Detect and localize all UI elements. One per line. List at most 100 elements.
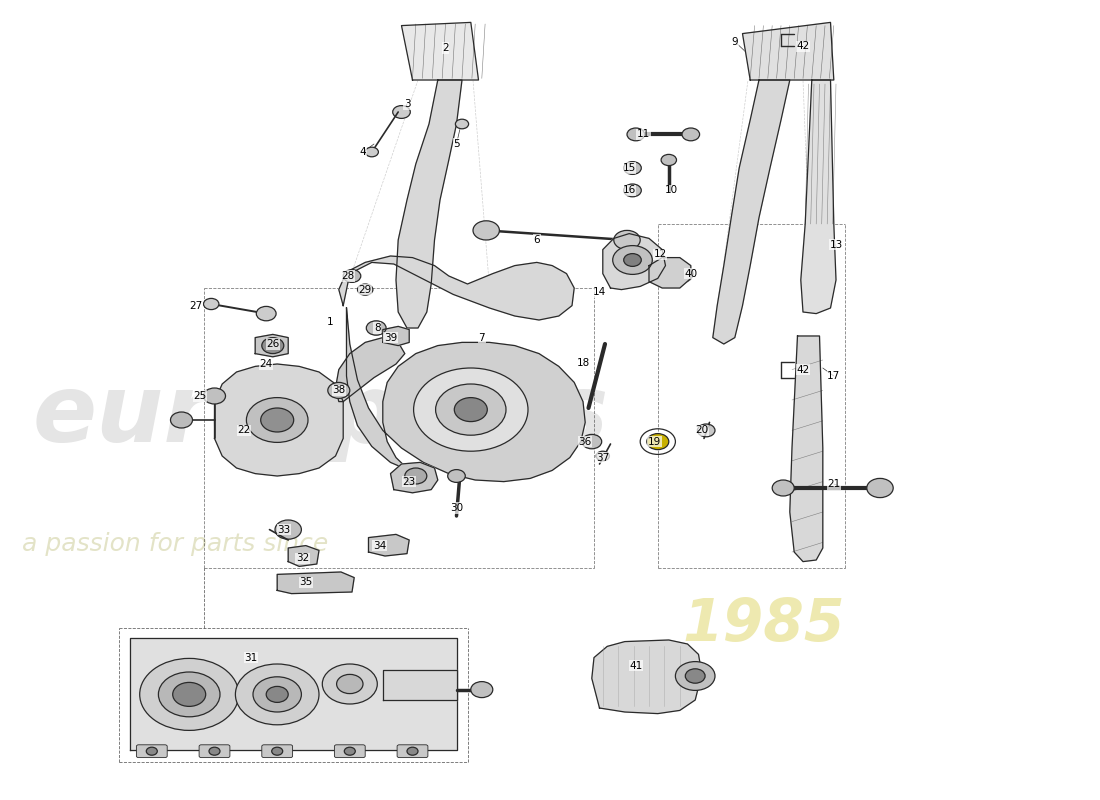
Text: 35: 35: [299, 578, 312, 587]
Polygon shape: [383, 670, 456, 700]
Text: 18: 18: [576, 358, 590, 368]
Circle shape: [867, 478, 893, 498]
Circle shape: [366, 321, 386, 335]
Text: 30: 30: [450, 503, 463, 513]
Text: 42: 42: [796, 365, 810, 374]
Polygon shape: [790, 336, 823, 562]
Text: 6: 6: [534, 235, 540, 245]
Polygon shape: [396, 80, 462, 328]
Text: 10: 10: [664, 186, 678, 195]
Text: 26: 26: [266, 339, 279, 349]
Circle shape: [582, 434, 602, 449]
Circle shape: [471, 682, 493, 698]
Circle shape: [448, 470, 465, 482]
Circle shape: [253, 677, 301, 712]
Circle shape: [667, 264, 693, 283]
Circle shape: [596, 451, 609, 461]
Circle shape: [158, 672, 220, 717]
Polygon shape: [368, 534, 409, 556]
Text: 13: 13: [829, 240, 843, 250]
Circle shape: [624, 254, 641, 266]
Circle shape: [405, 468, 427, 484]
Circle shape: [454, 398, 487, 422]
Polygon shape: [214, 364, 343, 476]
Text: euro: euro: [33, 370, 276, 462]
Text: 41: 41: [629, 661, 642, 670]
Text: a passion for parts since: a passion for parts since: [22, 532, 328, 556]
Text: 40: 40: [684, 269, 697, 278]
Text: 7: 7: [478, 333, 485, 342]
Text: 29: 29: [359, 285, 372, 294]
Circle shape: [266, 686, 288, 702]
Text: 2: 2: [442, 43, 449, 53]
FancyBboxPatch shape: [262, 745, 293, 758]
Circle shape: [365, 147, 378, 157]
Polygon shape: [383, 326, 409, 346]
Circle shape: [170, 412, 192, 428]
Text: 25: 25: [194, 391, 207, 401]
Circle shape: [624, 184, 641, 197]
Polygon shape: [742, 22, 834, 80]
Circle shape: [407, 747, 418, 755]
Text: 42: 42: [796, 42, 810, 51]
Polygon shape: [592, 640, 702, 714]
Circle shape: [235, 664, 319, 725]
Text: 39: 39: [384, 333, 397, 342]
Text: 12: 12: [653, 250, 667, 259]
Polygon shape: [288, 546, 319, 566]
Text: 34: 34: [373, 541, 386, 550]
Circle shape: [173, 682, 206, 706]
Circle shape: [614, 230, 640, 250]
FancyBboxPatch shape: [136, 745, 167, 758]
Text: 22: 22: [238, 426, 251, 435]
Text: 1: 1: [327, 317, 333, 326]
Text: 16: 16: [623, 186, 636, 195]
Circle shape: [455, 119, 469, 129]
Text: 21: 21: [827, 479, 840, 489]
Circle shape: [256, 306, 276, 321]
Circle shape: [343, 270, 361, 282]
Polygon shape: [346, 308, 585, 482]
Text: 17: 17: [827, 371, 840, 381]
Circle shape: [275, 520, 301, 539]
Circle shape: [393, 106, 410, 118]
Text: parts: parts: [330, 370, 609, 462]
Circle shape: [246, 398, 308, 442]
Circle shape: [204, 298, 219, 310]
FancyBboxPatch shape: [397, 745, 428, 758]
Circle shape: [697, 424, 715, 437]
Circle shape: [675, 662, 715, 690]
Circle shape: [204, 388, 226, 404]
Circle shape: [358, 284, 373, 295]
Text: 3: 3: [404, 99, 410, 109]
Polygon shape: [603, 234, 666, 290]
Text: 37: 37: [596, 453, 609, 462]
Circle shape: [624, 162, 641, 174]
Text: 33: 33: [277, 525, 290, 534]
Circle shape: [261, 408, 294, 432]
Text: 15: 15: [623, 163, 636, 173]
Circle shape: [772, 480, 794, 496]
Text: 32: 32: [296, 554, 309, 563]
Text: 14: 14: [593, 287, 606, 297]
Text: 36: 36: [579, 437, 592, 446]
Text: 31: 31: [244, 653, 257, 662]
Polygon shape: [649, 258, 691, 288]
Circle shape: [613, 246, 652, 274]
Polygon shape: [255, 334, 288, 357]
Text: 1985: 1985: [682, 595, 845, 653]
Circle shape: [322, 664, 377, 704]
Circle shape: [682, 128, 700, 141]
Text: 8: 8: [374, 323, 381, 333]
Circle shape: [436, 384, 506, 435]
Polygon shape: [713, 80, 790, 344]
Text: 19: 19: [648, 437, 661, 446]
Circle shape: [328, 382, 350, 398]
Circle shape: [344, 747, 355, 755]
Polygon shape: [801, 80, 836, 314]
Circle shape: [627, 128, 645, 141]
Polygon shape: [402, 22, 478, 80]
Circle shape: [146, 747, 157, 755]
Text: 24: 24: [260, 359, 273, 369]
Text: 5: 5: [453, 139, 460, 149]
